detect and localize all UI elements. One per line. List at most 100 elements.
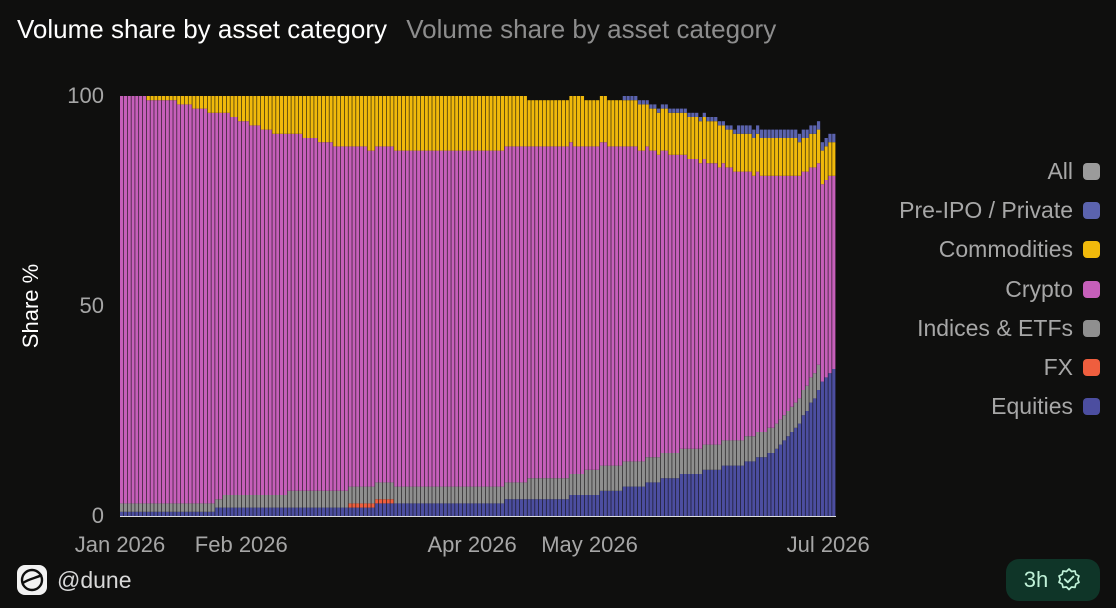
bar-segment[interactable] — [161, 511, 166, 516]
bar-segment[interactable] — [127, 511, 131, 516]
bar-segment[interactable] — [500, 150, 505, 487]
bar-segment[interactable] — [497, 96, 501, 151]
bar-segment[interactable] — [717, 121, 722, 126]
bar-segment[interactable] — [767, 453, 771, 516]
bar-segment[interactable] — [333, 490, 337, 508]
bar-segment[interactable] — [813, 125, 817, 134]
bar-segment[interactable] — [359, 96, 364, 147]
bar-segment[interactable] — [615, 490, 619, 516]
bar-segment[interactable] — [276, 507, 280, 516]
bar-segment[interactable] — [573, 146, 577, 474]
bar-segment[interactable] — [786, 175, 790, 411]
bar-segment[interactable] — [180, 511, 185, 516]
bar-segment[interactable] — [504, 96, 508, 147]
bar-segment[interactable] — [199, 108, 204, 504]
bar-segment[interactable] — [390, 503, 394, 516]
bar-segment[interactable] — [828, 175, 832, 374]
bar-segment[interactable] — [405, 503, 409, 516]
bar-segment[interactable] — [268, 507, 272, 516]
bar-segment[interactable] — [390, 482, 394, 500]
bar-segment[interactable] — [455, 486, 459, 504]
bar-segment[interactable] — [447, 486, 451, 504]
bar-segment[interactable] — [649, 108, 653, 151]
bar-segment[interactable] — [287, 507, 291, 516]
bar-segment[interactable] — [169, 96, 173, 101]
bar-segment[interactable] — [500, 96, 505, 151]
bar-segment[interactable] — [546, 100, 550, 147]
bar-segment[interactable] — [165, 503, 169, 512]
bar-segment[interactable] — [314, 507, 318, 516]
bar-segment[interactable] — [535, 499, 539, 516]
bar-segment[interactable] — [222, 96, 227, 113]
bar-segment[interactable] — [775, 448, 779, 516]
bar-segment[interactable] — [474, 150, 478, 487]
bar-segment[interactable] — [653, 457, 657, 483]
bar-segment[interactable] — [782, 129, 786, 138]
bar-segment[interactable] — [199, 503, 204, 512]
bar-segment[interactable] — [120, 511, 124, 516]
bar-segment[interactable] — [165, 511, 169, 516]
bar-segment[interactable] — [367, 150, 371, 487]
bar-segment[interactable] — [615, 465, 619, 491]
bar-segment[interactable] — [455, 96, 459, 151]
bar-segment[interactable] — [546, 499, 550, 516]
bar-segment[interactable] — [679, 154, 684, 449]
bar-segment[interactable] — [249, 495, 253, 508]
bar-segment[interactable] — [314, 138, 318, 491]
bar-segment[interactable] — [169, 503, 173, 512]
bar-segment[interactable] — [771, 138, 775, 176]
bar-segment[interactable] — [786, 129, 790, 138]
bar-segment[interactable] — [443, 503, 447, 516]
bar-segment[interactable] — [809, 402, 813, 516]
bar-segment[interactable] — [474, 96, 478, 151]
bar-segment[interactable] — [504, 146, 508, 483]
bar-segment[interactable] — [729, 465, 733, 516]
bar-segment[interactable] — [508, 482, 512, 500]
bar-segment[interactable] — [687, 448, 691, 474]
bar-segment[interactable] — [219, 112, 223, 500]
bar-segment[interactable] — [238, 507, 242, 516]
bar-segment[interactable] — [637, 150, 642, 462]
bar-segment[interactable] — [337, 490, 341, 508]
bar-segment[interactable] — [439, 96, 444, 151]
bar-segment[interactable] — [710, 163, 714, 445]
bar-segment[interactable] — [618, 146, 623, 466]
bar-segment[interactable] — [573, 96, 577, 147]
bar-segment[interactable] — [523, 96, 527, 147]
bar-segment[interactable] — [371, 486, 375, 504]
bar-segment[interactable] — [535, 100, 539, 147]
bar-segment[interactable] — [268, 495, 272, 508]
bar-segment[interactable] — [226, 507, 230, 516]
bar-segment[interactable] — [466, 486, 470, 504]
bar-segment[interactable] — [664, 150, 668, 453]
bar-segment[interactable] — [797, 398, 802, 424]
bar-segment[interactable] — [199, 511, 204, 516]
bar-segment[interactable] — [516, 499, 520, 516]
bar-segment[interactable] — [584, 100, 588, 147]
bar-segment[interactable] — [287, 133, 291, 491]
bar-segment[interactable] — [382, 482, 386, 500]
bar-segment[interactable] — [634, 100, 638, 147]
bar-segment[interactable] — [386, 499, 390, 504]
bar-segment[interactable] — [748, 125, 752, 134]
bar-segment[interactable] — [329, 490, 333, 508]
bar-segment[interactable] — [333, 146, 337, 491]
bar-segment[interactable] — [260, 507, 265, 516]
bar-segment[interactable] — [691, 448, 695, 474]
bar-segment[interactable] — [702, 469, 706, 516]
bar-segment[interactable] — [706, 469, 710, 516]
bar-segment[interactable] — [443, 96, 447, 151]
bar-segment[interactable] — [790, 406, 794, 432]
bar-segment[interactable] — [721, 465, 725, 516]
bar-segment[interactable] — [508, 96, 512, 147]
bar-segment[interactable] — [767, 427, 771, 453]
bar-segment[interactable] — [809, 167, 813, 378]
bar-segment[interactable] — [676, 453, 680, 479]
bar-segment[interactable] — [489, 96, 493, 151]
bar-segment[interactable] — [375, 503, 379, 516]
bar-segment[interactable] — [356, 503, 360, 508]
bar-segment[interactable] — [512, 146, 516, 483]
bar-segment[interactable] — [352, 507, 356, 516]
bar-segment[interactable] — [695, 159, 699, 449]
bar-segment[interactable] — [676, 154, 680, 454]
